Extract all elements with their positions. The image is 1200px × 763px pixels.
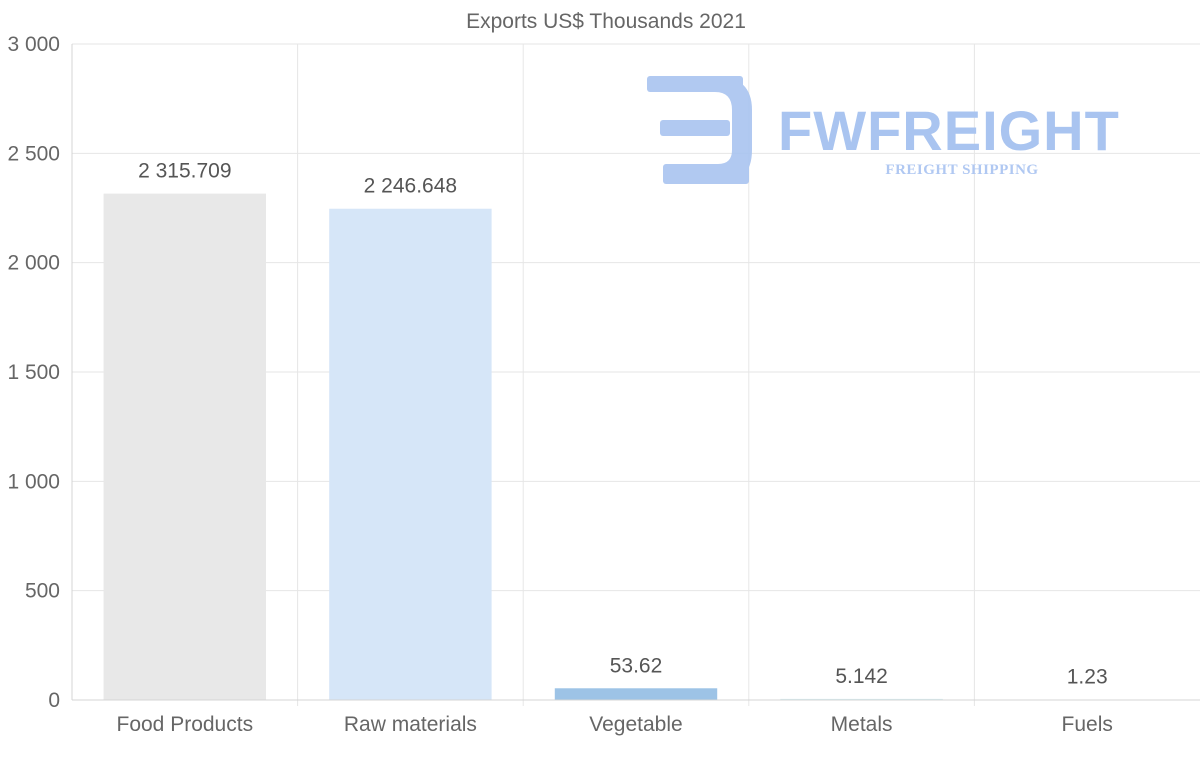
data-label: 2 315.709	[138, 160, 231, 183]
y-tick-label: 0	[48, 689, 60, 712]
watermark-tagline: FREIGHT SHIPPING	[885, 162, 1038, 178]
watermark-name: FWFREIGHT	[778, 99, 1120, 162]
x-tick-label: Metals	[831, 713, 893, 736]
data-label: 2 246.648	[364, 175, 457, 198]
fwfreight-watermark: FWFREIGHT FREIGHT SHIPPING	[647, 76, 1120, 184]
y-tick-label: 1 000	[7, 470, 60, 493]
data-labels: 2 315.709 2 246.648 53.62 5.142 1.23	[138, 160, 1108, 689]
y-axis-ticks: 0 500 1 000 1 500 2 000 2 500 3 000	[7, 33, 60, 712]
bar	[780, 698, 943, 700]
data-label: 1.23	[1067, 666, 1108, 689]
x-axis-ticks: Food Products Raw materials Vegetable Metal…	[117, 713, 1113, 736]
x-tick-label: Raw materials	[344, 713, 477, 736]
y-tick-label: 2 500	[7, 142, 60, 165]
y-tick-label: 1 500	[7, 361, 60, 384]
data-label: 5.142	[835, 665, 888, 688]
x-tick-label: Food Products	[117, 713, 254, 736]
y-tick-label: 500	[25, 580, 60, 603]
bar	[103, 193, 267, 700]
x-tick-label: Vegetable	[589, 713, 682, 736]
data-label: 53.62	[610, 654, 663, 677]
y-tick-label: 2 000	[7, 252, 60, 275]
chart-title: Exports US$ Thousands 2021	[466, 10, 746, 33]
bar	[329, 208, 492, 700]
x-tick-label: Fuels	[1062, 713, 1113, 736]
fwfreight-logo-icon	[647, 76, 752, 184]
y-tick-label: 3 000	[7, 33, 60, 56]
bars	[103, 193, 1169, 700]
bar	[554, 688, 718, 700]
